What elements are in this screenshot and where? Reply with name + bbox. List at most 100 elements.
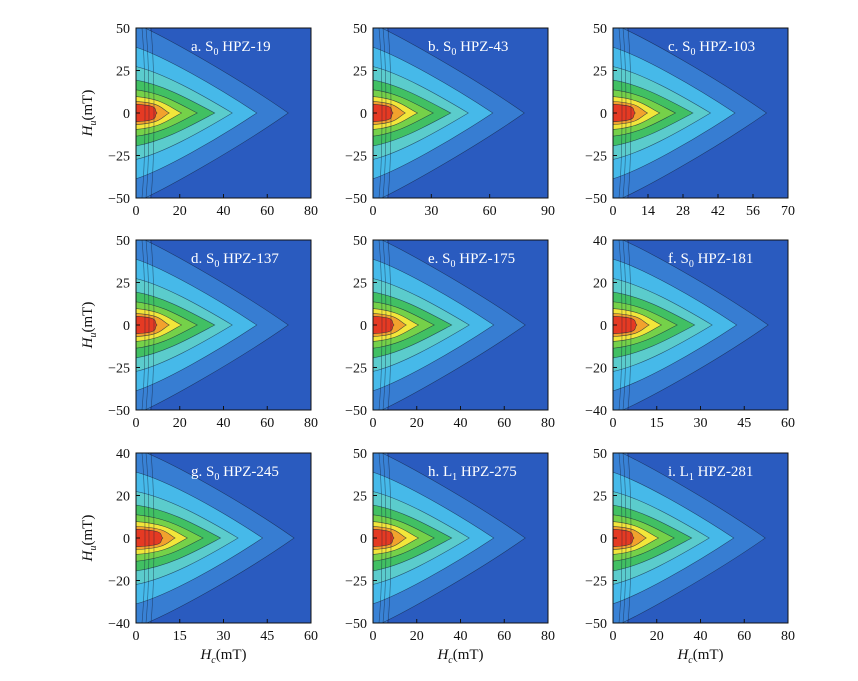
x-tick-label: 30	[217, 629, 231, 644]
y-tick-label: 25	[593, 490, 607, 505]
x-tick-label: 40	[217, 204, 231, 219]
x-tick-label: 60	[483, 204, 497, 219]
y-tick-label: 50	[353, 234, 367, 249]
contour-level-8	[136, 316, 158, 334]
y-tick-label: 50	[116, 22, 130, 37]
x-tick-label: 80	[304, 204, 318, 219]
y-tick-label: −25	[345, 150, 367, 165]
y-tick-label: 25	[353, 65, 367, 80]
y-tick-label: 0	[600, 107, 607, 122]
x-axis-label: Hc(mT)	[676, 647, 723, 666]
x-tick-label: 80	[541, 629, 555, 644]
x-tick-label: 20	[173, 204, 187, 219]
ridge-contour-line	[141, 453, 146, 623]
y-tick-label: 20	[593, 277, 607, 292]
y-tick-label: 0	[360, 319, 367, 334]
y-tick-label: 0	[360, 532, 367, 547]
x-tick-label: 15	[650, 416, 664, 431]
y-tick-label: 20	[116, 490, 130, 505]
ridge-contour-line	[145, 28, 150, 198]
ridge-contour-line	[627, 453, 632, 623]
ridge-contour-line	[627, 28, 632, 198]
y-tick-label: −50	[108, 404, 130, 419]
y-tick-label: 0	[123, 532, 130, 547]
ridge-contour-line	[622, 28, 627, 198]
y-tick-label: −20	[585, 362, 607, 377]
y-tick-label: −25	[108, 362, 130, 377]
y-tick-label: −25	[345, 575, 367, 590]
x-tick-label: 60	[497, 416, 511, 431]
ridge-contour-line	[618, 453, 623, 623]
y-tick-label: 0	[600, 319, 607, 334]
ridge-contour-line	[618, 240, 623, 410]
x-tick-label: 80	[781, 629, 795, 644]
panel-label: e. S0 HPZ-175	[428, 251, 515, 270]
ridge-contour-line	[387, 453, 392, 623]
x-tick-label: 40	[454, 629, 468, 644]
ridge-contour-line	[141, 240, 146, 410]
panel-label: g. S0 HPZ-245	[191, 464, 279, 483]
x-tick-label: 0	[370, 204, 377, 219]
ridge-contour-line	[387, 28, 392, 198]
ridge-contour-line	[382, 453, 387, 623]
x-tick-label: 60	[781, 416, 795, 431]
x-tick-label: 45	[260, 629, 274, 644]
y-tick-label: −50	[345, 617, 367, 632]
x-tick-label: 80	[541, 416, 555, 431]
x-tick-label: 15	[173, 629, 187, 644]
contour-level-8	[136, 529, 164, 547]
x-tick-label: 20	[650, 629, 664, 644]
y-tick-label: −40	[585, 404, 607, 419]
x-axis-label: Hc(mT)	[199, 647, 246, 666]
x-tick-label: 0	[610, 416, 617, 431]
y-tick-label: 50	[353, 447, 367, 462]
forc-panel-e: 0 20 40 60 80 −50 −25 0 25 50 e. S0 HPZ-175	[345, 234, 555, 431]
x-tick-label: 0	[133, 204, 140, 219]
ridge-contour-line	[141, 28, 146, 198]
ridge-contour-line	[150, 453, 155, 623]
forc-panel-a: 0 20 40 60 80 −50 −25 0 25 50 a. S0 HPZ-19 Hu(mT)	[80, 22, 318, 219]
forc-panel-h: 0 20 40 60 80 −50 −25 0 25 50 h. L1 HPZ-275 Hc(mT)	[345, 447, 555, 666]
x-tick-label: 40	[217, 416, 231, 431]
panel-label: b. S0 HPZ-43	[428, 39, 508, 58]
forc-panel-g: 0 15 30 45 60 −40 −20 0 20 40 g. S0 HPZ-245 Hu(mT) H…	[80, 447, 318, 666]
y-tick-label: 50	[593, 447, 607, 462]
y-tick-label: 50	[116, 234, 130, 249]
ridge-contour-line	[387, 240, 392, 410]
panel-label: a. S0 HPZ-19	[191, 39, 271, 58]
contour-level-8	[373, 316, 395, 334]
y-tick-label: 25	[116, 277, 130, 292]
contour-level-8	[373, 104, 394, 122]
y-tick-label: 0	[123, 319, 130, 334]
y-tick-label: −25	[345, 362, 367, 377]
x-tick-label: 80	[304, 416, 318, 431]
contour-level-8	[373, 529, 395, 547]
contour-level-8	[613, 529, 635, 547]
y-tick-label: −25	[108, 150, 130, 165]
x-tick-label: 0	[133, 416, 140, 431]
y-tick-label: 25	[116, 65, 130, 80]
y-tick-label: 0	[360, 107, 367, 122]
y-tick-label: 50	[593, 22, 607, 37]
ridge-contour-line	[382, 28, 387, 198]
contour-level-8	[613, 104, 636, 122]
ridge-contour-line	[622, 453, 627, 623]
x-tick-label: 14	[641, 204, 655, 219]
x-tick-label: 40	[454, 416, 468, 431]
x-tick-label: 0	[610, 629, 617, 644]
y-axis-label: Hu(mT)	[80, 90, 99, 138]
panel-label: d. S0 HPZ-137	[191, 251, 279, 270]
forc-panel-d: 0 20 40 60 80 −50 −25 0 25 50 d. S0 HPZ-137 Hu(mT)	[80, 234, 318, 431]
y-tick-label: −50	[585, 192, 607, 207]
forc-panel-b: 0 30 60 90 −50 −25 0 25 50 b. S0 HPZ-43	[345, 22, 555, 219]
y-tick-label: −50	[345, 404, 367, 419]
forc-panel-c: 0 14 28 42 56 70 −50 −25 0 25 50 c. S0 HPZ-103	[585, 22, 795, 219]
x-tick-label: 60	[260, 204, 274, 219]
ridge-contour-line	[378, 453, 383, 623]
x-tick-label: 0	[370, 416, 377, 431]
x-tick-label: 0	[370, 629, 377, 644]
x-tick-label: 20	[410, 629, 424, 644]
x-tick-label: 60	[304, 629, 318, 644]
ridge-contour-line	[622, 240, 627, 410]
